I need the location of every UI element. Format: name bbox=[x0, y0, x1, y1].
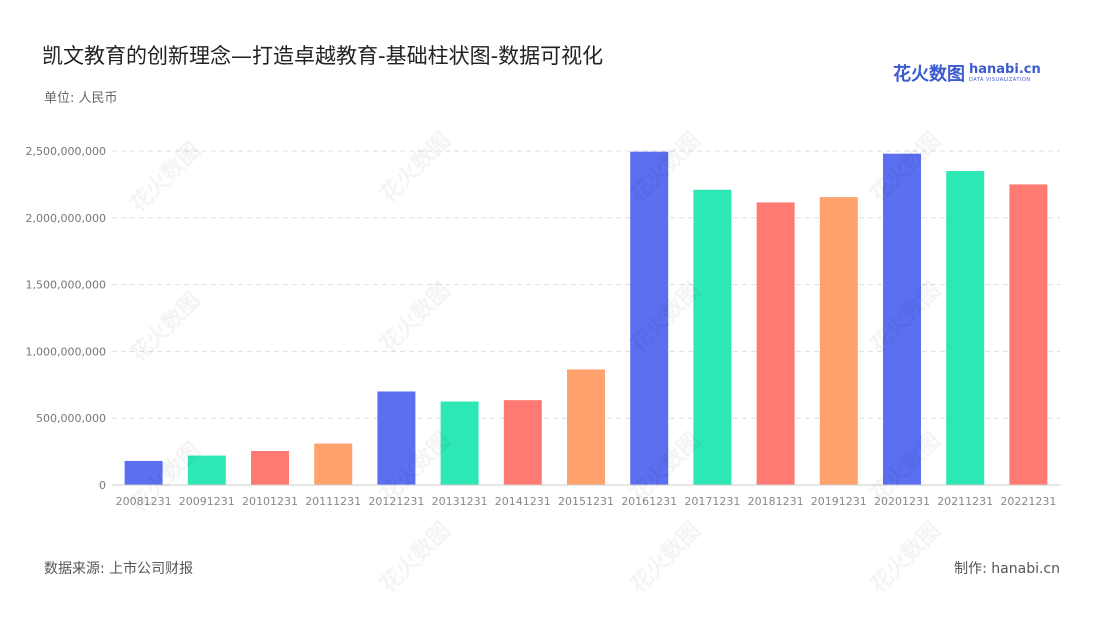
bar bbox=[251, 450, 289, 485]
page-title: 凯文教育的创新理念—打造卓越教育-基础柱状图-数据可视化 bbox=[42, 44, 604, 68]
bar bbox=[756, 202, 795, 485]
y-tick-label: 500,000,000 bbox=[36, 412, 106, 425]
bar bbox=[1009, 184, 1048, 485]
x-tick-label: 20101231 bbox=[242, 495, 298, 508]
bar bbox=[440, 401, 479, 485]
bar bbox=[377, 391, 416, 485]
bar bbox=[503, 400, 542, 485]
x-tick-label: 20131231 bbox=[432, 495, 488, 508]
y-tick-label: 2,000,000,000 bbox=[26, 212, 106, 225]
x-tick-label: 20121231 bbox=[368, 495, 424, 508]
x-tick-label: 20151231 bbox=[558, 495, 614, 508]
y-tick-label: 2,500,000,000 bbox=[26, 145, 106, 158]
y-axis-ticks: 0 500,000,000 1,000,000,000 1,500,000,000 2,… bbox=[26, 145, 106, 492]
x-tick-label: 20161231 bbox=[621, 495, 677, 508]
x-tick-label: 20091231 bbox=[179, 495, 235, 508]
grid-lines bbox=[112, 150, 1060, 419]
bar bbox=[883, 153, 921, 485]
credit-label: 制作: hanabi.cn bbox=[954, 561, 1060, 577]
x-tick-label: 20221231 bbox=[1000, 495, 1056, 508]
logo-cn-text: 花火数图 bbox=[893, 64, 965, 85]
x-tick-label: 20211231 bbox=[937, 495, 993, 508]
x-tick-label: 20141231 bbox=[495, 495, 551, 508]
bar bbox=[314, 443, 353, 485]
data-source: 数据来源: 上市公司财报 bbox=[44, 561, 194, 577]
bar bbox=[819, 197, 858, 486]
x-tick-label: 20191231 bbox=[811, 495, 867, 508]
logo-sub-text: DATA VISUALIZATION bbox=[969, 77, 1031, 83]
bars bbox=[124, 151, 1048, 486]
brand-logo: 花火数图 hanabi.cn DATA VISUALIZATION bbox=[893, 60, 1043, 86]
bar bbox=[946, 171, 985, 486]
bar bbox=[567, 369, 605, 485]
y-tick-label: 1,000,000,000 bbox=[26, 345, 106, 358]
bar bbox=[630, 151, 669, 485]
x-tick-label: 20181231 bbox=[748, 495, 804, 508]
y-tick-label: 1,500,000,000 bbox=[26, 279, 106, 292]
x-tick-label: 20201231 bbox=[874, 495, 930, 508]
x-axis-ticks: 20081231 20091231 20101231 20111231 20121231… bbox=[116, 495, 1057, 508]
bar bbox=[693, 189, 732, 485]
logo-right: hanabi.cn DATA VISUALIZATION bbox=[969, 63, 1041, 83]
x-tick-label: 20171231 bbox=[684, 495, 740, 508]
unit-label: 单位: 人民币 bbox=[44, 91, 118, 106]
logo-en-text: hanabi.cn bbox=[969, 62, 1041, 77]
bar bbox=[187, 455, 226, 485]
y-tick-label: 0 bbox=[99, 479, 106, 492]
x-tick-label: 20111231 bbox=[305, 495, 361, 508]
bar bbox=[124, 460, 163, 485]
x-tick-label: 20081231 bbox=[116, 495, 172, 508]
